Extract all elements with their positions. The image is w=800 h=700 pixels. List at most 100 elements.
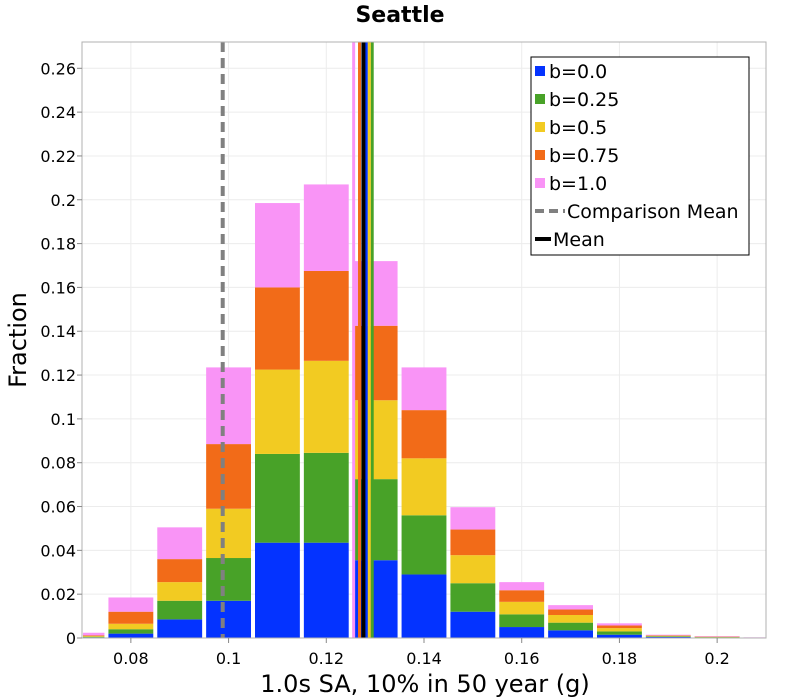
y-axis-label: Fraction: [4, 292, 32, 388]
bar-segment: [206, 558, 251, 601]
bar-segment: [499, 614, 545, 628]
bar-segment: [401, 410, 447, 459]
bar-segment: [499, 627, 545, 638]
x-tick-label: 0.2: [704, 649, 729, 668]
legend-label: b=0.25: [549, 89, 619, 111]
x-tick-label: 0.1: [216, 649, 241, 668]
legend-swatch: [535, 122, 545, 132]
bar-segment: [401, 574, 447, 638]
bar-segment: [157, 582, 203, 601]
bar-segment: [206, 444, 251, 509]
bar-segment: [548, 614, 593, 623]
legend: b=0.0 b=0.25 b=0.5 b=0.75 b=1.0 Comparison Me…: [530, 56, 750, 256]
chart-title: Seattle: [355, 3, 444, 28]
x-axis: 0.08 0.1 0.12 0.14 0.16 0.18 0.2: [113, 638, 730, 668]
x-tick-label: 0.18: [602, 649, 638, 668]
legend-label: b=0.5: [549, 117, 607, 139]
bar-segment: [499, 601, 545, 615]
y-axis: 0 0.02 0.04 0.06 0.08 0.1 0.12 0.14 0.16 0.18 0.2 0…: [40, 59, 82, 648]
bar-segment: [255, 542, 300, 638]
y-tick-label: 0.14: [40, 322, 76, 341]
y-tick-label: 0.26: [40, 59, 76, 78]
bar-segment: [303, 452, 349, 543]
bar-segment: [83, 632, 105, 636]
x-axis-label: 1.0s SA, 10% in 50 year (g): [260, 670, 589, 698]
bar-segment: [645, 635, 691, 637]
bar-segment: [548, 605, 593, 610]
bar-segment: [694, 637, 740, 638]
y-tick-label: 0.24: [40, 103, 76, 122]
bar-segment: [303, 270, 349, 361]
x-tick-label: 0.16: [504, 649, 540, 668]
bar-segment: [108, 629, 154, 634]
bar-segment: [450, 555, 496, 584]
y-tick-label: 0.18: [40, 235, 76, 254]
bar-segment: [83, 635, 105, 637]
bar-segment: [450, 583, 496, 612]
bar-segment: [401, 367, 447, 411]
bar-segment: [108, 633, 154, 638]
y-tick-label: 0.02: [40, 585, 76, 604]
legend-swatch: [535, 94, 545, 104]
bar-segment: [450, 611, 496, 638]
legend-swatch: [535, 150, 545, 160]
x-tick-label: 0.12: [308, 649, 344, 668]
legend-swatch: [535, 178, 545, 188]
bar-segment: [597, 628, 642, 632]
legend-swatch: [535, 66, 545, 76]
legend-label: Mean: [553, 229, 605, 251]
bar-segment: [597, 625, 642, 629]
y-tick-label: 0: [66, 629, 76, 648]
bar-segment: [597, 623, 642, 626]
bar-segment: [157, 527, 203, 560]
x-tick-label: 0.08: [113, 649, 149, 668]
bar-segment: [303, 360, 349, 453]
bar-segment: [206, 367, 251, 445]
legend-label: b=0.0: [549, 61, 607, 83]
y-tick-label: 0.2: [51, 191, 76, 210]
bar-segment: [108, 611, 154, 624]
bar-segment: [303, 184, 349, 271]
bar-segment: [548, 609, 593, 615]
bar-segment: [548, 630, 593, 638]
y-tick-label: 0.06: [40, 498, 76, 517]
bar-segment: [206, 600, 251, 638]
legend-box: [530, 56, 750, 256]
y-tick-label: 0.22: [40, 147, 76, 166]
bar-segment: [450, 507, 496, 530]
bar-segment: [83, 636, 105, 637]
bar-segment: [303, 542, 349, 638]
bar-segment: [694, 636, 740, 637]
bar-segment: [597, 634, 642, 638]
y-tick-label: 0.16: [40, 278, 76, 297]
bar-segment: [255, 453, 300, 543]
bar-segment: [645, 635, 691, 636]
bar-segment: [645, 636, 691, 638]
bar-segment: [108, 623, 154, 630]
bar-segment: [206, 508, 251, 559]
y-tick-label: 0.04: [40, 541, 76, 560]
x-tick-label: 0.14: [406, 649, 442, 668]
bar-segment: [401, 515, 447, 575]
bar-segment: [645, 636, 691, 637]
bars: [83, 184, 765, 639]
y-tick-label: 0.08: [40, 454, 76, 473]
legend-label: b=0.75: [549, 145, 619, 167]
bar-segment: [255, 369, 300, 454]
legend-label: b=1.0: [549, 173, 607, 195]
bar-segment: [255, 203, 300, 288]
bar-segment: [548, 622, 593, 631]
legend-label: Comparison Mean: [567, 201, 739, 223]
y-tick-label: 0.1: [51, 410, 76, 429]
mean-lines: [220, 42, 374, 638]
bar-segment: [83, 636, 105, 638]
bar-segment: [401, 458, 447, 516]
y-tick-label: 0.12: [40, 366, 76, 385]
bar-segment: [645, 634, 691, 636]
bar-segment: [499, 582, 545, 591]
bar-segment: [597, 631, 642, 635]
bar-segment: [157, 559, 203, 583]
bar-segment: [450, 529, 496, 556]
bar-segment: [157, 600, 203, 620]
